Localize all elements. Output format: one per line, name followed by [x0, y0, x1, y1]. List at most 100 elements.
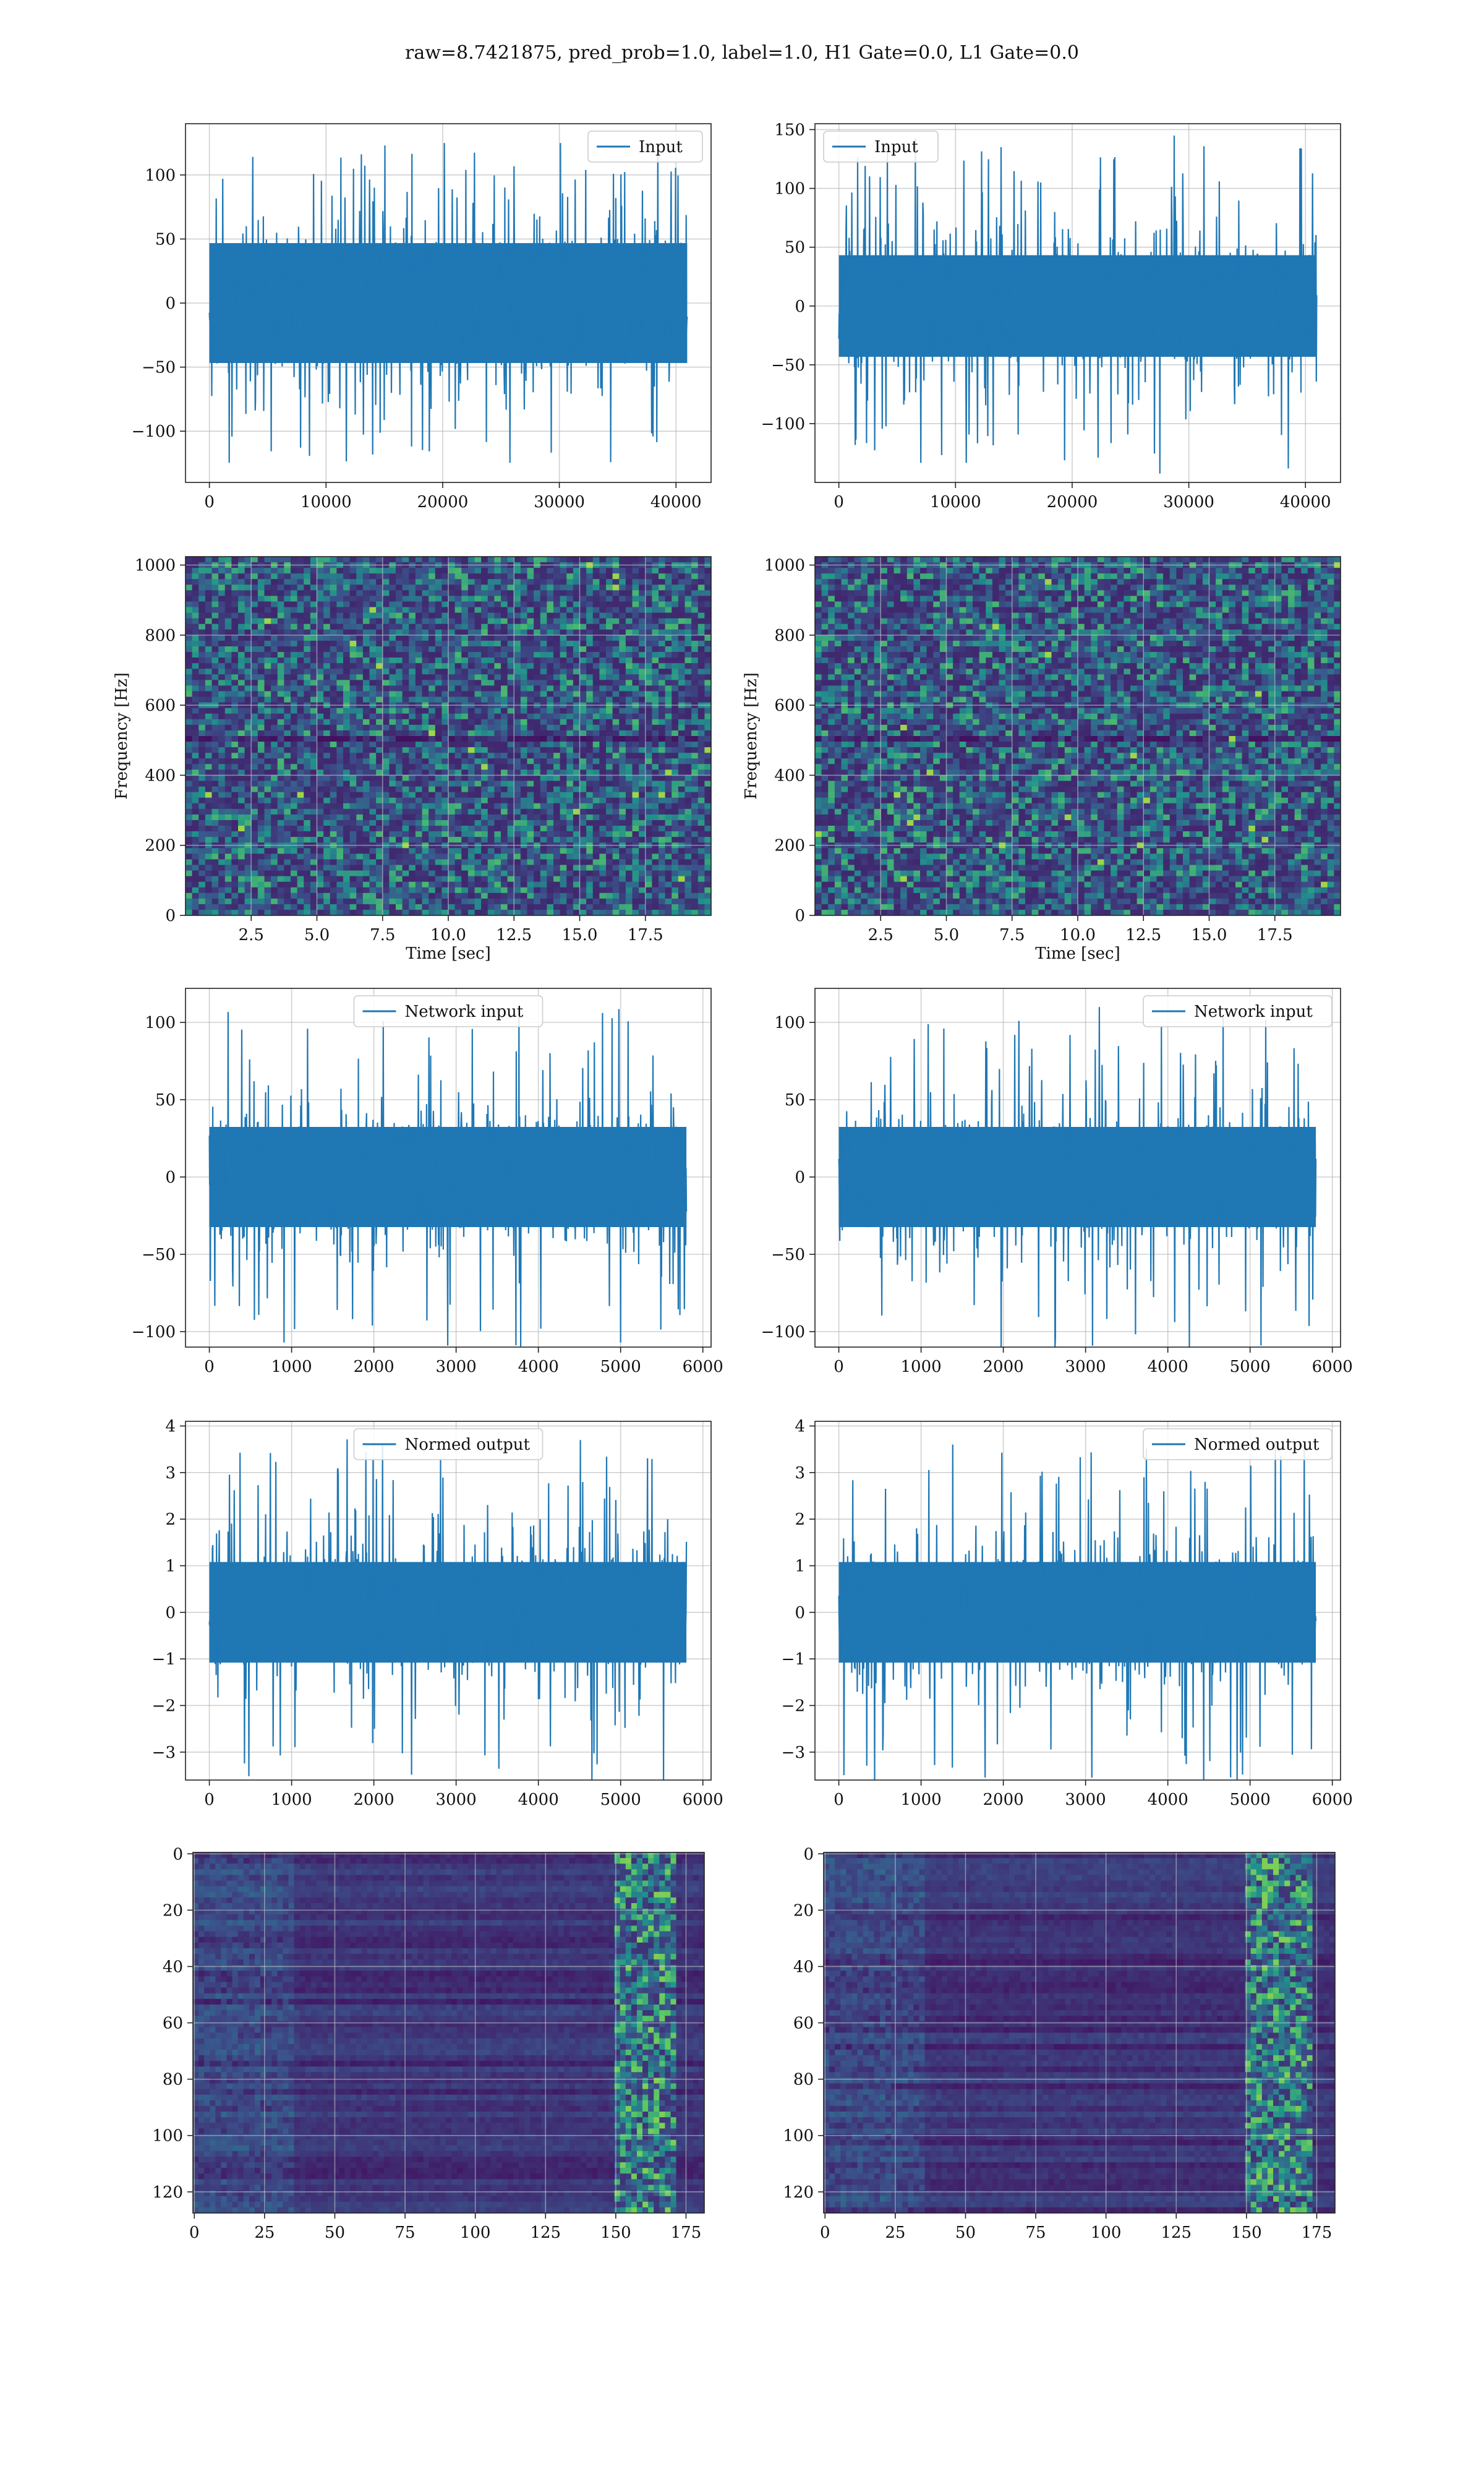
x-tick-label: 50	[955, 2224, 976, 2242]
y-tick-label: 200	[145, 837, 176, 855]
x-tick-label: 0	[834, 1791, 844, 1809]
x-tick-label: 6000	[1312, 1791, 1353, 1809]
x-tick-label: 1000	[271, 1791, 312, 1809]
y-tick-label: 50	[155, 1091, 176, 1110]
x-tick-label: 175	[1302, 2224, 1333, 2242]
y-tick-label: −50	[142, 1246, 176, 1264]
y-tick-label: 3	[795, 1464, 805, 1483]
y-tick-label: 50	[785, 239, 805, 257]
y-tick-label: −100	[761, 1323, 805, 1342]
x-tick-label: 5000	[1230, 1791, 1271, 1809]
x-axis-label: Time [sec]	[1035, 944, 1120, 963]
x-tick-label: 2000	[983, 1791, 1024, 1809]
x-tick-label: 0	[189, 2224, 200, 2242]
y-tick-label: 0	[165, 907, 176, 925]
y-tick-label: −1	[152, 1650, 176, 1669]
x-tick-label: 0	[834, 1358, 844, 1376]
x-tick-label: 17.5	[1257, 926, 1293, 944]
y-tick-label: 40	[163, 1958, 183, 1976]
y-tick-label: 100	[783, 2127, 814, 2146]
axes-frame	[192, 1852, 705, 2214]
legend-box	[353, 1428, 544, 1460]
x-tick-label: 40000	[650, 493, 702, 511]
plot-area	[186, 557, 711, 915]
axes-frame	[814, 988, 1341, 1348]
y-tick-label: −2	[782, 1697, 805, 1715]
y-tick-label: 0	[795, 1604, 805, 1622]
signal-line	[838, 1441, 1317, 1780]
x-tick-label: 100	[460, 2224, 491, 2242]
x-tick-label: 0	[204, 1358, 215, 1376]
x-tick-label: 10.0	[1060, 926, 1096, 944]
y-tick-label: 2	[165, 1510, 176, 1529]
legend: Network input	[353, 995, 544, 1027]
y-tick-label: 1	[795, 1557, 805, 1576]
x-tick-label: 0	[834, 493, 844, 511]
y-tick-label: 120	[152, 2183, 183, 2202]
x-tick-label: 7.5	[999, 926, 1025, 944]
y-tick-label: 4	[165, 1418, 176, 1436]
plot-area	[186, 1421, 711, 1780]
legend-box	[353, 995, 544, 1027]
x-tick-label: 6000	[1312, 1358, 1353, 1376]
subplot-l1-feature-map: 0 25 50 75 100 125 150 175 0 20 40 60 80 100 120	[783, 1845, 1336, 2242]
x-tick-label: 20000	[1047, 493, 1098, 511]
x-tick-label: 10000	[301, 493, 352, 511]
x-tick-label: 2000	[354, 1791, 394, 1809]
legend: Input	[823, 131, 939, 163]
y-tick-label: 2	[795, 1510, 805, 1529]
y-tick-label: 600	[145, 696, 176, 715]
plot-area	[815, 124, 1341, 482]
signal-line	[838, 1007, 1317, 1347]
x-tick-label: 12.5	[1125, 926, 1161, 944]
axes-frame	[185, 988, 712, 1348]
x-tick-label: 0	[820, 2224, 830, 2242]
subplot-l1-network-input: 0 1000 2000 3000 4000 5000 6000 −100 −50 0 50 100 Ne…	[761, 988, 1353, 1376]
y-tick-label: −3	[782, 1744, 805, 1762]
x-tick-label: 3000	[436, 1358, 477, 1376]
y-tick-label: −2	[152, 1697, 176, 1715]
x-tick-label: 4000	[1148, 1358, 1188, 1376]
x-tick-label: 5.0	[304, 926, 330, 944]
legend: Normed output	[1143, 1428, 1333, 1460]
y-tick-label: 100	[774, 180, 805, 199]
x-tick-label: 17.5	[628, 926, 663, 944]
subplot-h1-network-input: 0 1000 2000 3000 4000 5000 6000 −100 −50 0 50 100 Ne…	[132, 988, 723, 1376]
plot-area	[186, 988, 711, 1347]
x-tick-label: 25	[254, 2224, 275, 2242]
x-tick-label: 40000	[1280, 493, 1331, 511]
y-tick-label: 50	[785, 1091, 805, 1110]
y-tick-label: −50	[142, 359, 176, 377]
y-axis-label: Frequency [Hz]	[742, 672, 761, 800]
x-tick-label: 4000	[1148, 1791, 1188, 1809]
x-tick-label: 15.0	[562, 926, 598, 944]
x-tick-label: 3000	[1065, 1358, 1106, 1376]
x-tick-label: 75	[395, 2224, 416, 2242]
x-tick-label: 6000	[683, 1358, 723, 1376]
x-tick-label: 30000	[1163, 493, 1214, 511]
y-axis-label: Frequency [Hz]	[113, 672, 131, 800]
x-tick-label: 2000	[354, 1358, 394, 1376]
y-tick-label: 0	[173, 1845, 183, 1864]
x-axis-label: Time [sec]	[406, 944, 491, 963]
y-tick-label: 60	[163, 2014, 183, 2033]
y-tick-label: 100	[774, 1014, 805, 1032]
x-tick-label: 30000	[534, 493, 585, 511]
x-tick-label: 1000	[901, 1791, 942, 1809]
y-tick-label: 4	[795, 1418, 805, 1436]
legend-box	[823, 131, 939, 163]
y-tick-label: 0	[795, 907, 805, 925]
y-tick-label: −100	[132, 422, 176, 441]
x-tick-label: 0	[204, 1791, 215, 1809]
legend-label: Input	[874, 138, 918, 156]
legend: Normed output	[353, 1428, 544, 1460]
legend: Input	[587, 131, 703, 163]
y-tick-label: 40	[793, 1958, 814, 1976]
y-tick-label: 0	[165, 1168, 176, 1187]
y-tick-label: 0	[795, 297, 805, 316]
figure-suptitle: raw=8.7421875, pred_prob=1.0, label=1.0,…	[0, 42, 1484, 64]
signal-line	[838, 135, 1318, 474]
signal-line	[208, 143, 688, 463]
axes-frame	[185, 1421, 712, 1781]
y-tick-label: 200	[774, 837, 805, 855]
